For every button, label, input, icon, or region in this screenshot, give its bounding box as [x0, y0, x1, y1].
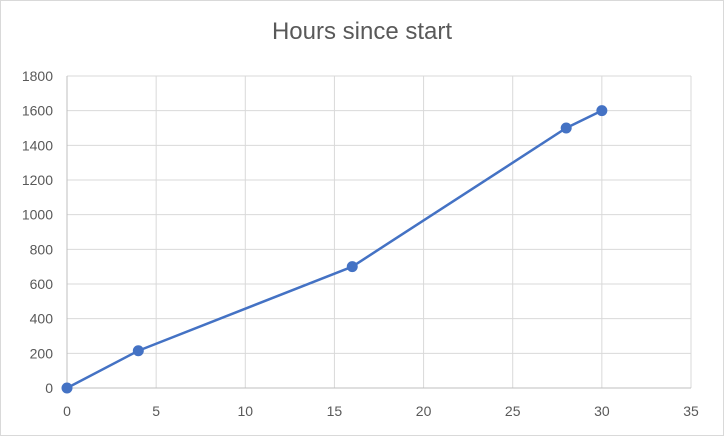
x-tick-label: 25 — [505, 403, 521, 419]
series — [61, 105, 608, 394]
axes — [66, 76, 691, 389]
y-tick-label: 1000 — [22, 207, 53, 223]
x-tick-label: 35 — [683, 403, 699, 419]
y-tick-label: 1200 — [22, 172, 53, 188]
y-tick-label: 1400 — [22, 137, 53, 153]
data-point — [560, 122, 572, 134]
y-tick-label: 600 — [30, 276, 54, 292]
x-tick-label: 30 — [594, 403, 610, 419]
y-tick-labels: 0 200 400 600 800 1000 1200 1400 1600 1800 — [22, 68, 53, 396]
data-point — [346, 261, 358, 273]
y-tick-label: 0 — [45, 380, 53, 396]
x-tick-label: 20 — [416, 403, 432, 419]
data-point — [596, 105, 608, 117]
grid-lines — [67, 75, 692, 388]
y-tick-label: 800 — [30, 241, 54, 257]
y-tick-label: 400 — [30, 311, 54, 327]
y-tick-label: 1600 — [22, 103, 53, 119]
data-point — [132, 345, 144, 357]
y-tick-label: 1800 — [22, 68, 53, 84]
x-tick-label: 0 — [63, 403, 71, 419]
x-tick-label: 5 — [152, 403, 160, 419]
x-tick-label: 10 — [237, 403, 253, 419]
chart-title: Hours since start — [271, 18, 453, 45]
x-tick-label: 15 — [327, 403, 343, 419]
data-point — [61, 382, 73, 394]
x-tick-labels: 0 5 10 15 20 25 30 35 — [63, 403, 699, 419]
y-tick-label: 200 — [30, 345, 54, 361]
